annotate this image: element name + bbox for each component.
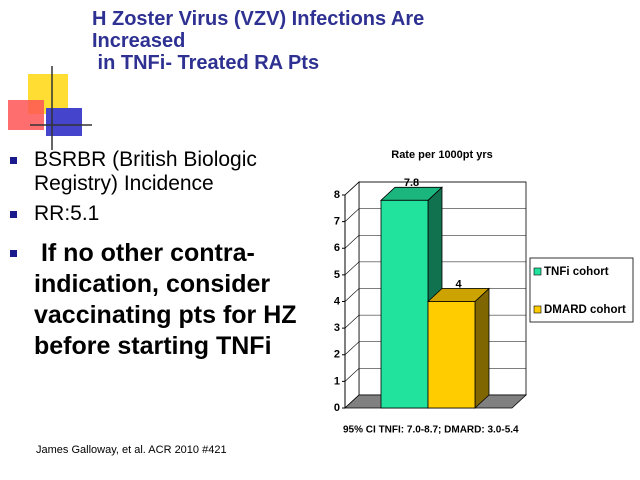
bullet-list: BSRBR (British Biologic Registry) Incide… xyxy=(8,148,318,368)
bar-side xyxy=(474,287,490,409)
data-label: 4 xyxy=(455,278,462,290)
bullet: If no other contra-indication, consider … xyxy=(8,238,318,362)
bullet-text: RR:5.1 xyxy=(34,202,100,225)
grid-line xyxy=(344,181,526,196)
y-tick-label: 0 xyxy=(334,402,340,414)
bullet: RR:5.1 xyxy=(8,202,318,226)
bullet-text: If no other contra-indication, consider … xyxy=(34,239,304,360)
annotation: 95% CI TNFI: 7.0-8.7; DMARD: 3.0-5.4 xyxy=(343,425,519,436)
grid-line xyxy=(344,208,526,222)
y-tick-label: 7 xyxy=(334,216,340,228)
bullet: BSRBR (British Biologic Registry) Incide… xyxy=(8,148,318,196)
y-tick-label: 5 xyxy=(334,269,340,281)
y-tick-label: 3 xyxy=(334,322,340,334)
legend-swatch xyxy=(533,267,542,276)
citation: James Galloway, et al. ACR 2010 #421 xyxy=(36,444,227,456)
grid-line xyxy=(344,234,526,249)
legend-label: DMARD cohort xyxy=(544,304,626,316)
bullet-text: BSRBR (British Biologic Registry) Incide… xyxy=(34,148,257,195)
y-tick-label: 2 xyxy=(334,349,340,361)
chart-title: Rate per 1000pt yrs xyxy=(391,149,493,161)
title-line: H Zoster Virus (VZV) Infections Are xyxy=(92,8,425,30)
slide-title: H Zoster Virus (VZV) Infections Are Incr… xyxy=(92,8,512,74)
data-label: 7.8 xyxy=(404,177,419,189)
y-tick-label: 1 xyxy=(334,375,340,387)
legend-swatch xyxy=(533,305,542,314)
bar xyxy=(427,301,476,409)
y-tick-label: 8 xyxy=(334,189,340,201)
legend xyxy=(529,257,634,323)
logo xyxy=(8,66,92,150)
y-tick-label: 4 xyxy=(334,295,341,307)
legend-label: TNFi cohort xyxy=(544,266,609,278)
bar xyxy=(380,199,429,409)
title-line: Increased xyxy=(92,30,186,52)
grid-line xyxy=(344,261,526,276)
y-tick-label: 6 xyxy=(334,242,340,254)
title-line: in TNFi- Treated RA Pts xyxy=(92,52,320,74)
